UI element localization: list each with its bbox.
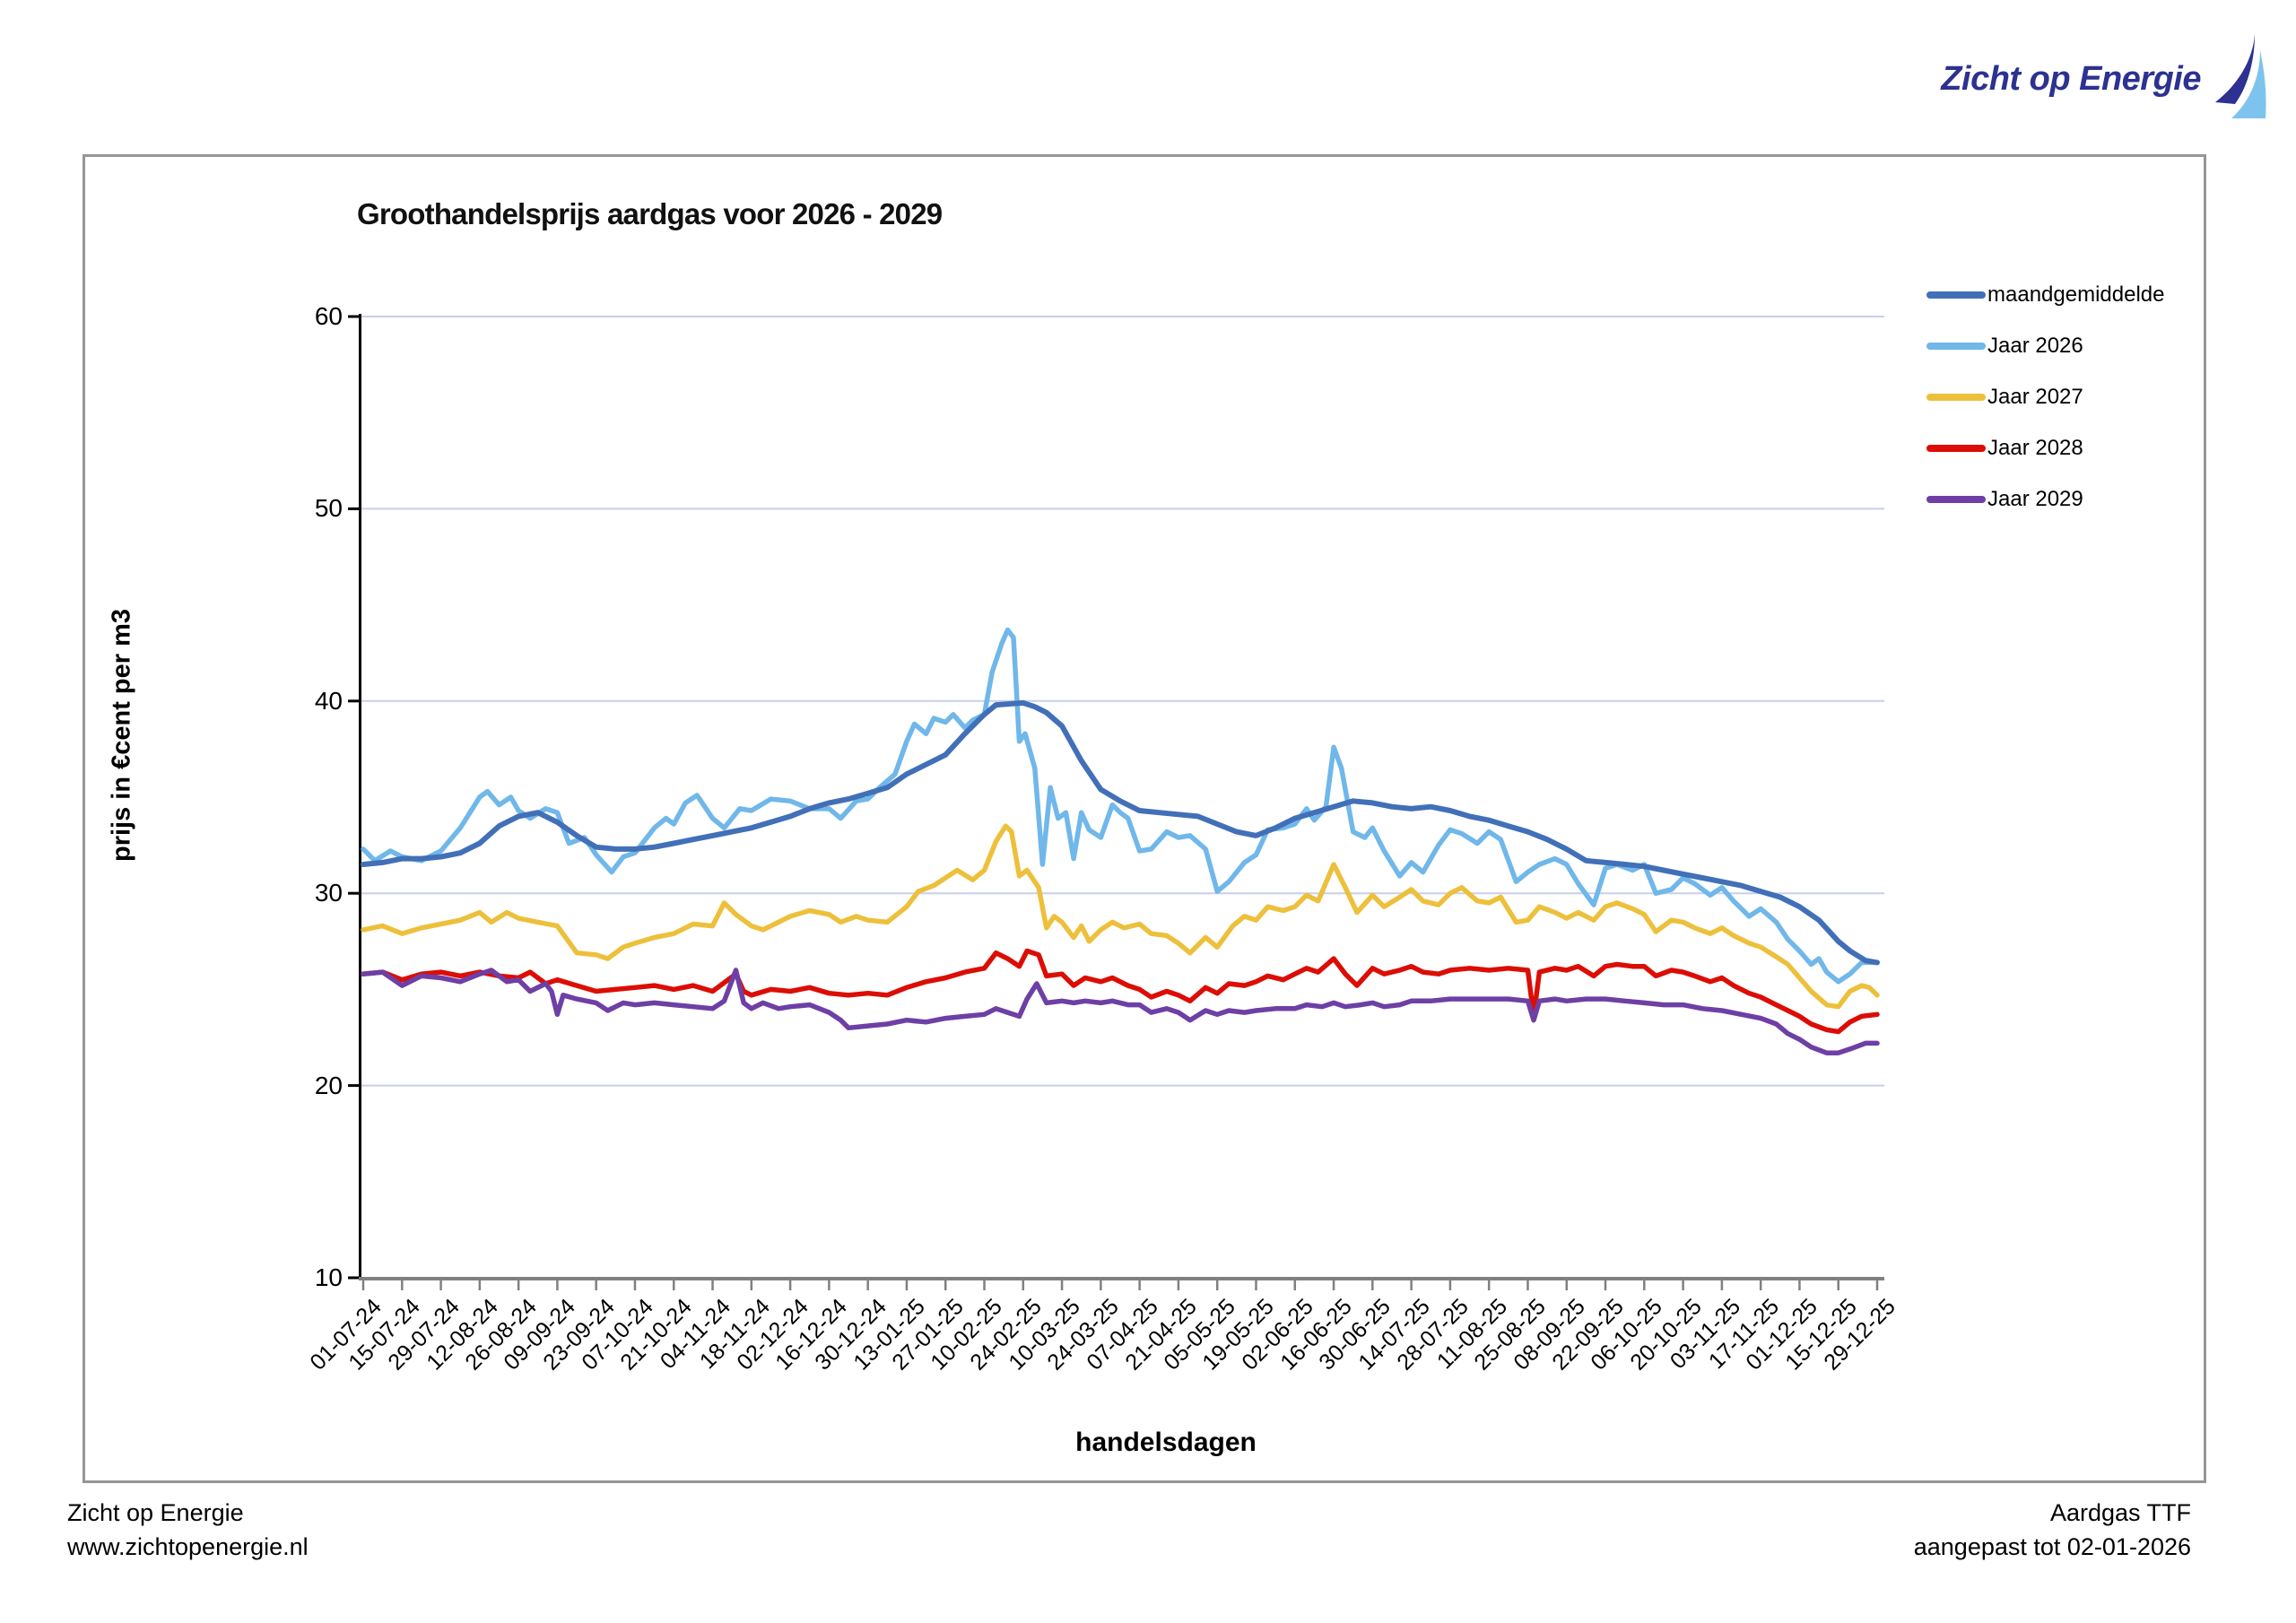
series-line-jaar-2028	[361, 948, 1880, 1035]
logo: Zicht op Energie	[1941, 32, 2273, 126]
chart-title: Groothandelsprijs aardgas voor 2026 - 20…	[357, 197, 943, 230]
legend-item: Jaar 2027	[1926, 371, 2164, 422]
legend: maandgemiddelde Jaar 2026 Jaar 2027 Jaar 20…	[1926, 269, 2164, 525]
legend-item: maandgemiddelde	[1926, 269, 2164, 320]
legend-line-swatch	[1926, 291, 1986, 299]
legend-line-swatch	[1926, 444, 1986, 452]
series-line-maandgemiddelde	[361, 699, 1880, 966]
legend-label: Jaar 2026	[1987, 333, 2083, 358]
series-line-jaar-2029	[361, 968, 1880, 1055]
y-tick-label: 60	[314, 302, 343, 330]
footer-company-name: Zicht op Energie	[67, 1499, 244, 1526]
legend-line-swatch	[1926, 393, 1986, 401]
y-tick-label: 40	[314, 686, 343, 715]
legend-item: Jaar 2028	[1926, 422, 2164, 473]
y-tick-label: 20	[314, 1071, 343, 1099]
y-tick-label: 30	[314, 879, 343, 907]
legend-label: Jaar 2027	[1987, 384, 2083, 409]
legend-line-swatch	[1926, 495, 1986, 503]
legend-label: Jaar 2029	[1987, 486, 2083, 511]
legend-label: Jaar 2028	[1987, 435, 2083, 460]
series-line-jaar-2026	[361, 627, 1880, 985]
logo-text: Zicht op Energie	[1941, 60, 2201, 98]
legend-item: Jaar 2029	[1926, 473, 2164, 525]
chart-frame	[83, 154, 2206, 1483]
legend-item: Jaar 2026	[1926, 320, 2164, 371]
legend-line-swatch	[1926, 342, 1986, 350]
y-tick-label: 10	[314, 1263, 343, 1291]
footer-updated-date: aangepast tot 02-01-2026	[1913, 1533, 2191, 1560]
series-line-jaar-2027	[361, 823, 1880, 1010]
y-tick-label: 50	[314, 494, 343, 523]
footer-website-url: www.zichtopenergie.nl	[67, 1533, 309, 1560]
x-axis-title: handelsdagen	[1075, 1428, 1257, 1457]
legend-label: maandgemiddelde	[1987, 282, 2165, 307]
footer-product-name: Aardgas TTF	[2049, 1499, 2191, 1526]
sailboat-icon	[2208, 32, 2273, 126]
